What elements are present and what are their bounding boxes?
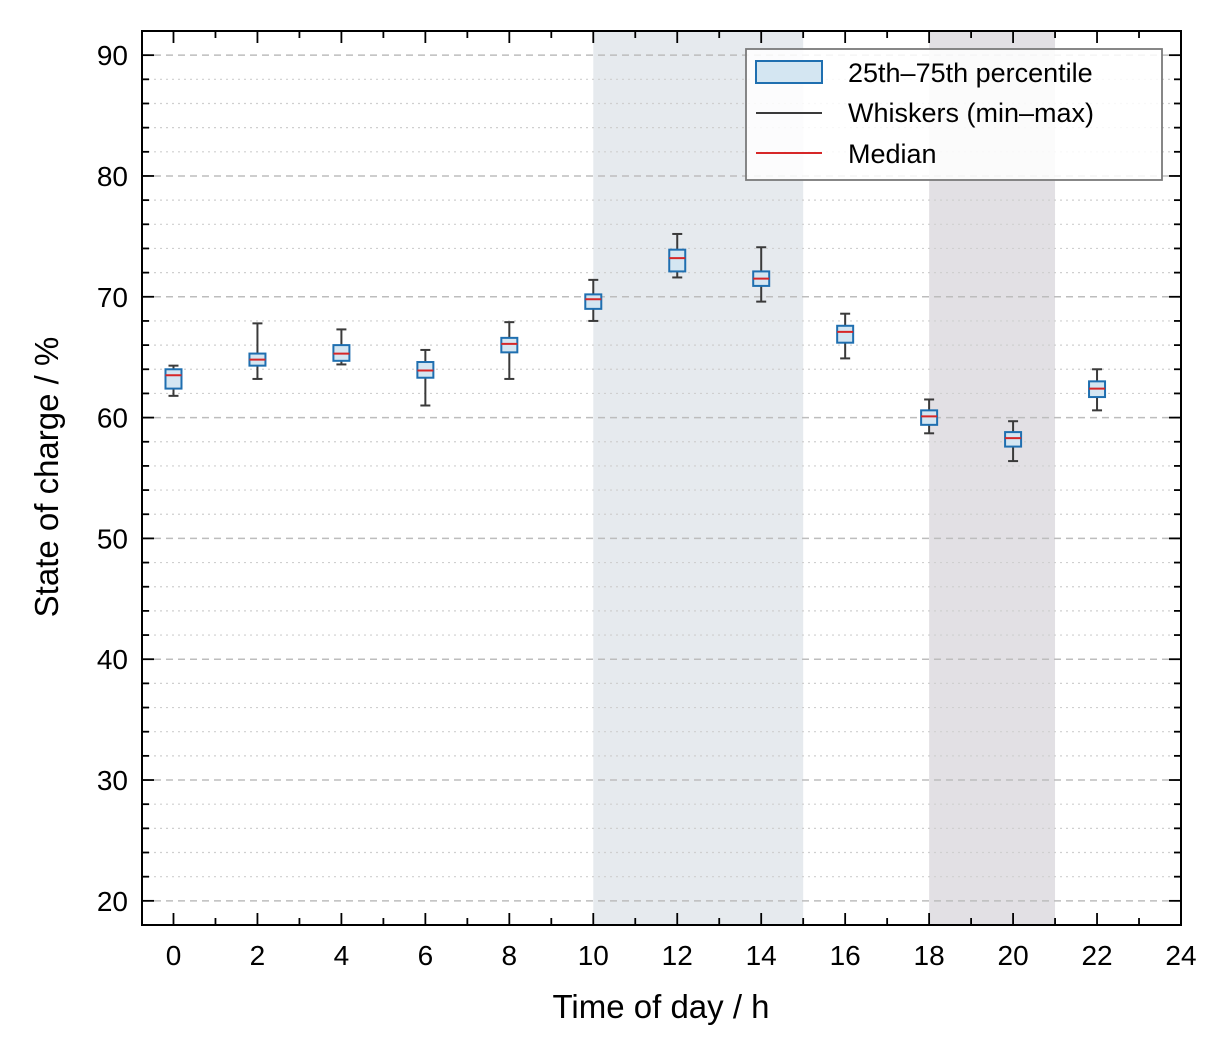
iqr-box	[500, 336, 519, 354]
legend-label-percentile: 25th–75th percentile	[848, 58, 1093, 88]
y-tick-label: 80	[97, 161, 128, 192]
box-0	[164, 364, 183, 397]
x-tick-label: 6	[418, 940, 434, 971]
box-2	[248, 322, 267, 380]
y-tick-label: 60	[97, 403, 128, 434]
x-tick-label: 10	[578, 940, 609, 971]
legend-swatch-box	[755, 60, 823, 84]
x-tick-label: 22	[1081, 940, 1112, 971]
iqr-box	[164, 368, 183, 390]
y-tick-label: 20	[97, 886, 128, 917]
iqr-box	[920, 409, 939, 426]
legend-label-median: Median	[848, 139, 937, 169]
y-tick-label: 70	[97, 282, 128, 313]
box-14	[752, 246, 771, 303]
y-tick-label: 30	[97, 765, 128, 796]
box-series	[164, 232, 1107, 463]
legend: 25th–75th percentile Whiskers (min–max) …	[745, 48, 1163, 181]
box-16	[836, 312, 855, 360]
box-10	[584, 278, 603, 322]
box-22	[1088, 368, 1107, 412]
x-axis-title: Time of day / h	[552, 988, 769, 1025]
x-tick-label: 0	[166, 940, 182, 971]
box-4	[332, 328, 351, 366]
box-8	[500, 321, 519, 380]
box-6	[416, 348, 435, 407]
iqr-box	[668, 248, 687, 273]
y-tick-label: 90	[97, 40, 128, 71]
x-tick-label: 18	[914, 940, 945, 971]
x-tick-label: 2	[250, 940, 266, 971]
legend-label-whiskers: Whiskers (min–max)	[848, 98, 1094, 128]
x-tick-label: 12	[662, 940, 693, 971]
x-tick-label: 16	[830, 940, 861, 971]
axes-frame	[141, 30, 1182, 926]
x-tick-label: 24	[1165, 940, 1196, 971]
x-tick-label: 8	[502, 940, 518, 971]
iqr-box	[1004, 431, 1023, 448]
y-tick-label: 50	[97, 523, 128, 554]
box-20	[1004, 420, 1023, 463]
x-tick-label: 20	[998, 940, 1029, 971]
iqr-box	[584, 293, 603, 310]
x-tick-label: 14	[746, 940, 777, 971]
y-axis-title: State of charge / %	[28, 337, 65, 618]
x-tick-label: 4	[334, 940, 350, 971]
box-12	[668, 232, 687, 279]
box-18	[920, 398, 939, 435]
y-tick-label: 40	[97, 644, 128, 675]
iqr-box	[836, 324, 855, 344]
